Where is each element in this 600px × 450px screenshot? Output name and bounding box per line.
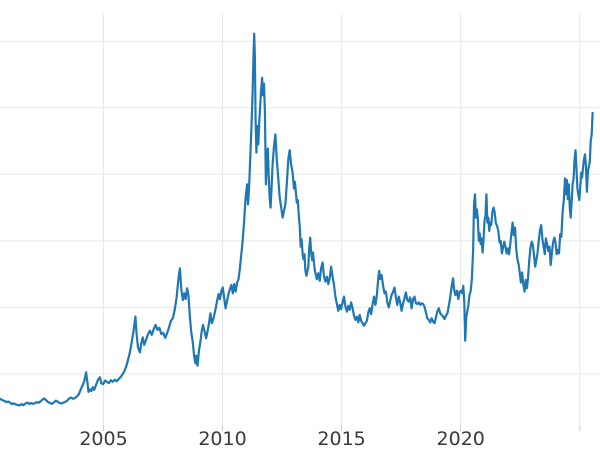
price-line — [0, 32, 594, 407]
x-tick-label: 2020 — [437, 428, 485, 450]
x-tick-label: 2010 — [198, 428, 246, 450]
x-tick-label: 2005 — [79, 428, 127, 450]
x-tick-label: 2015 — [317, 428, 365, 450]
